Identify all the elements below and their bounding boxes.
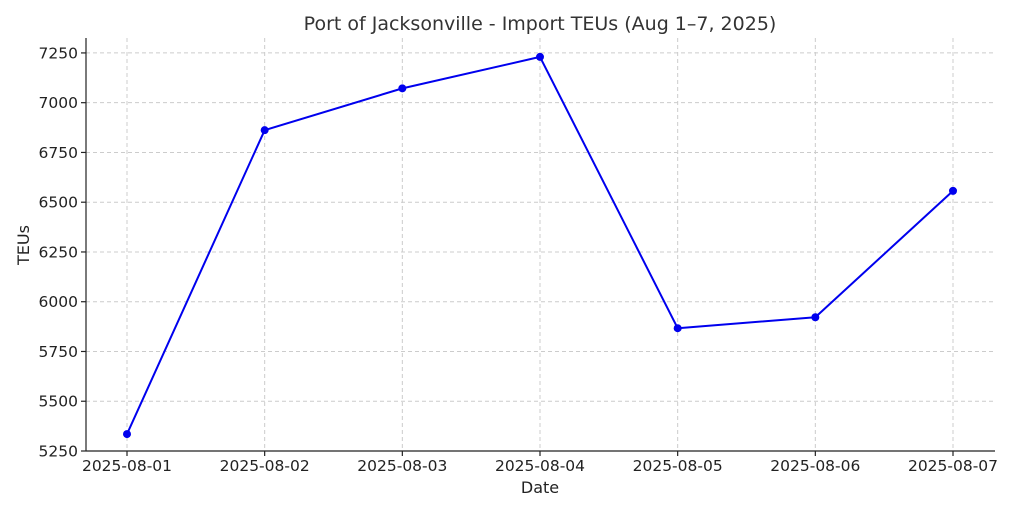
x-gridlines <box>126 38 954 451</box>
data-point <box>949 186 957 195</box>
x-tick-label: 2025-08-01 <box>82 457 172 475</box>
chart-title: Port of Jacksonville - Import TEUs (Aug … <box>304 13 777 35</box>
y-tick-label: 6500 <box>39 194 78 212</box>
x-tick-label: 2025-08-03 <box>357 457 447 475</box>
y-axis-ticks: 5250 5500 5750 6000 6250 6500 6750 7000 7250 <box>39 44 86 461</box>
data-point <box>398 84 407 93</box>
x-tick-label: 2025-08-07 <box>908 457 998 475</box>
x-tick-label: 2025-08-06 <box>770 457 860 475</box>
data-point <box>260 126 269 135</box>
x-tick-label: 2025-08-04 <box>495 457 585 475</box>
y-tick-label: 6750 <box>39 144 78 162</box>
x-axis-label: Date <box>521 478 559 497</box>
x-tick-label: 2025-08-05 <box>633 457 723 475</box>
data-point <box>123 430 131 439</box>
x-axis-ticks: 2025-08-01 2025-08-02 2025-08-03 2025-08-04… <box>82 451 998 475</box>
y-tick-label: 7000 <box>39 94 78 112</box>
x-tick-label: 2025-08-02 <box>220 457 310 475</box>
y-tick-label: 6250 <box>39 243 78 261</box>
y-tick-label: 7250 <box>39 44 78 62</box>
data-point <box>536 52 544 61</box>
y-axis-label: TEUs <box>14 225 33 266</box>
y-tick-label: 6000 <box>39 293 78 311</box>
data-point <box>811 313 820 322</box>
series-group <box>123 52 957 439</box>
y-tick-label: 5750 <box>39 343 78 361</box>
data-point <box>673 324 682 333</box>
y-tick-label: 5500 <box>39 393 78 411</box>
y-tick-label: 5250 <box>39 443 78 461</box>
